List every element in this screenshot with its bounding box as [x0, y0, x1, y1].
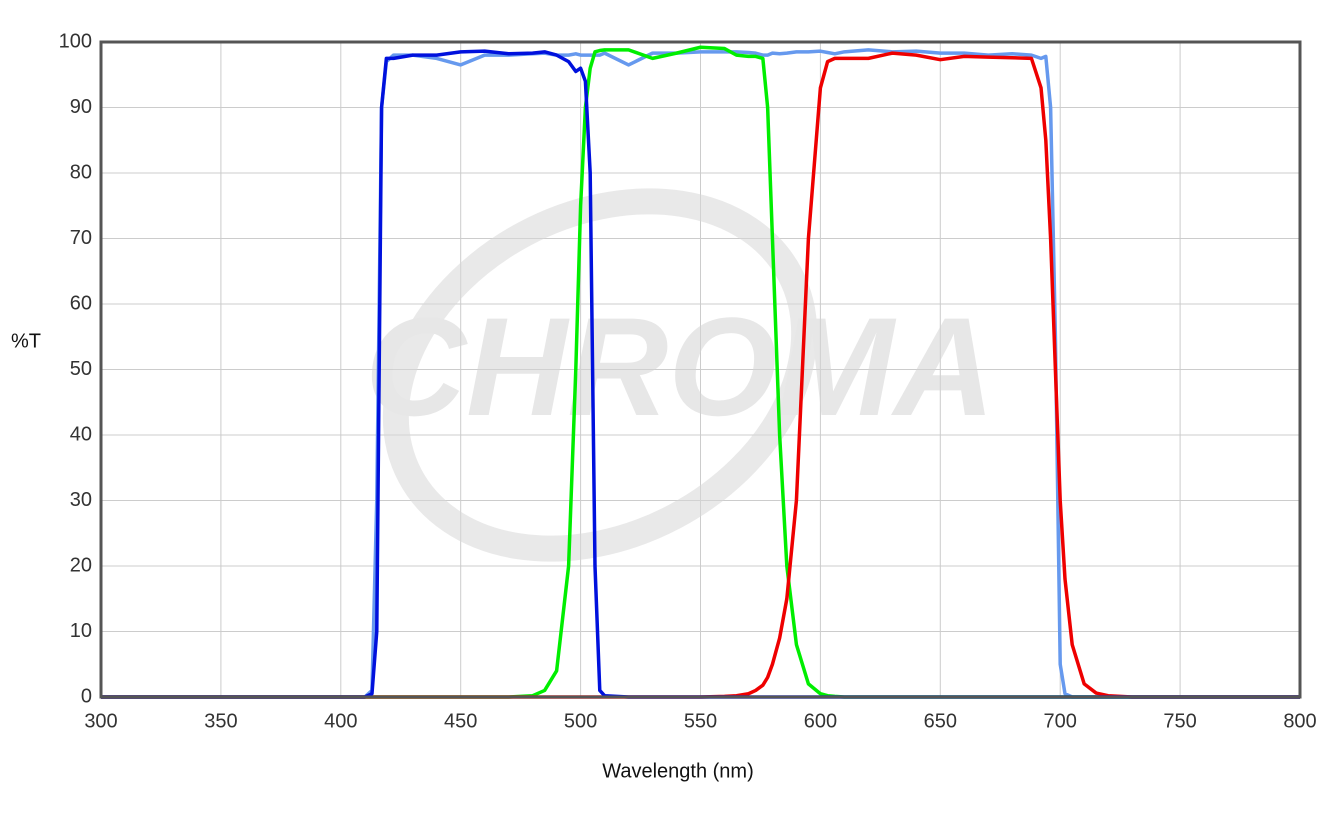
x-tick-label: 400 — [324, 710, 357, 732]
y-tick-label: 80 — [70, 161, 92, 183]
y-tick-label: 30 — [70, 489, 92, 511]
y-tick-label: 50 — [70, 358, 92, 380]
y-axis-label: %T — [11, 330, 41, 352]
y-tick-label: 60 — [70, 292, 92, 314]
x-tick-label: 800 — [1283, 710, 1316, 732]
x-tick-label: 600 — [804, 710, 837, 732]
watermark: CHROMA — [365, 188, 995, 562]
watermark-text: CHROMA — [365, 288, 995, 445]
x-tick-label: 750 — [1163, 710, 1196, 732]
plot-border — [99, 40, 1302, 699]
y-tick-label: 20 — [70, 554, 92, 576]
x-tick-label: 450 — [444, 710, 477, 732]
watermark-ring — [382, 188, 818, 562]
x-tick-label: 500 — [564, 710, 597, 732]
x-tick-label: 300 — [84, 710, 117, 732]
x-tick-label: 700 — [1044, 710, 1077, 732]
y-tick-label: 70 — [70, 227, 92, 249]
x-tick-label: 650 — [924, 710, 957, 732]
y-tick-label: 100 — [59, 30, 92, 52]
y-tick-label: 90 — [70, 96, 92, 118]
y-tick-label: 0 — [81, 685, 92, 707]
y-tick-label: 40 — [70, 423, 92, 445]
x-tick-label: 550 — [684, 710, 717, 732]
x-tick-label: 350 — [204, 710, 237, 732]
y-tick-label: 10 — [70, 620, 92, 642]
x-axis-label: Wavelength (nm) — [602, 760, 754, 782]
data-line — [101, 48, 1300, 699]
